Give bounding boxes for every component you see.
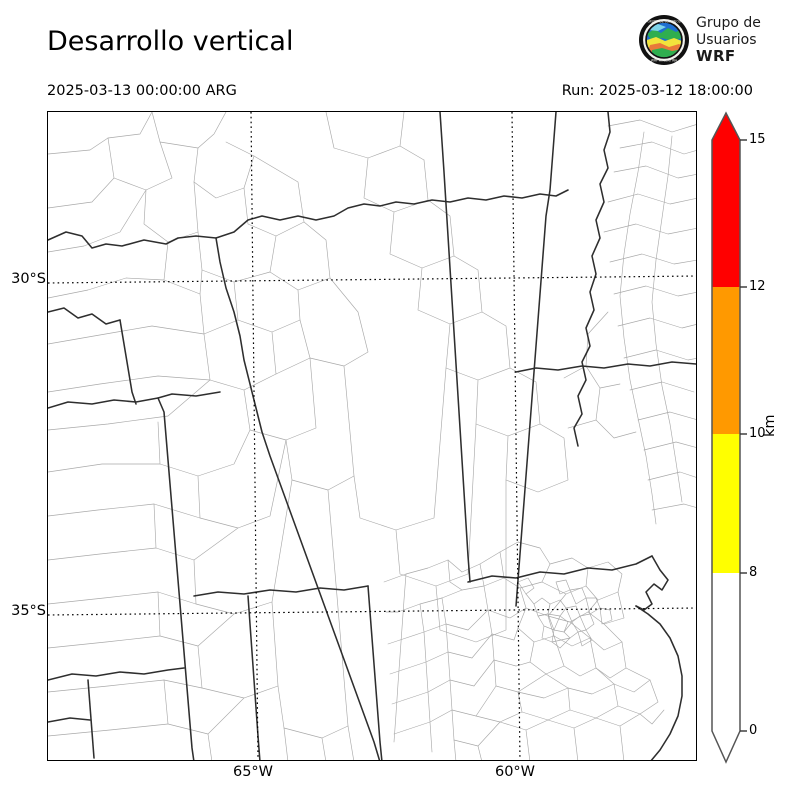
- svg-text:WRF ARGENTINA: WRF ARGENTINA: [651, 59, 678, 63]
- colorbar-tick-0: 0: [749, 723, 758, 738]
- valid-time-label: 2025-03-13 00:00:00 ARG: [47, 83, 237, 99]
- colorbar-tick-12: 12: [749, 279, 766, 294]
- colorbar-band-10-12: [712, 287, 740, 434]
- run-time-label: Run: 2025-03-12 18:00:00: [561, 83, 753, 99]
- logo-text: Grupo de Usuarios WRF: [696, 15, 761, 65]
- logo-line-1: Grupo de: [696, 15, 761, 31]
- logo-line-2: Usuarios: [696, 31, 757, 48]
- colorbar-band-12-15: [712, 113, 740, 287]
- wrf-globe-emblem-icon: GRUPO DE USUARIOS WRF ARGENTINA: [638, 14, 690, 66]
- colorbar[interactable]: 15 12 10 8 0 km: [704, 108, 800, 768]
- province-boundaries: [48, 112, 696, 760]
- lon-label-60W: 60°W: [494, 764, 536, 780]
- svg-text:GRUPO DE USUARIOS: GRUPO DE USUARIOS: [647, 19, 681, 23]
- lat-label-35S: 35°S: [11, 603, 46, 619]
- colorbar-band-8-10: [712, 434, 740, 573]
- colorbar-svg: [711, 111, 747, 764]
- colorbar-tick-8: 8: [749, 565, 758, 580]
- page-title: Desarrollo vertical: [47, 26, 294, 57]
- lon-label-65W: 65°W: [232, 764, 274, 780]
- map-plot-area[interactable]: [47, 111, 697, 761]
- lat-label-30S: 30°S: [11, 271, 46, 287]
- wrf-user-group-logo: GRUPO DE USUARIOS WRF ARGENTINA Grupo de…: [638, 14, 790, 68]
- map-svg: [48, 112, 696, 760]
- colorbar-axis-label: km: [762, 414, 778, 437]
- colorbar-tick-15: 15: [749, 132, 766, 147]
- colorbar-ticks: [740, 139, 747, 732]
- colorbar-tick-10: 10: [749, 426, 766, 441]
- logo-line-3: WRF: [696, 47, 736, 65]
- colorbar-band-0-8: [712, 573, 740, 762]
- department-boundaries: [48, 112, 696, 760]
